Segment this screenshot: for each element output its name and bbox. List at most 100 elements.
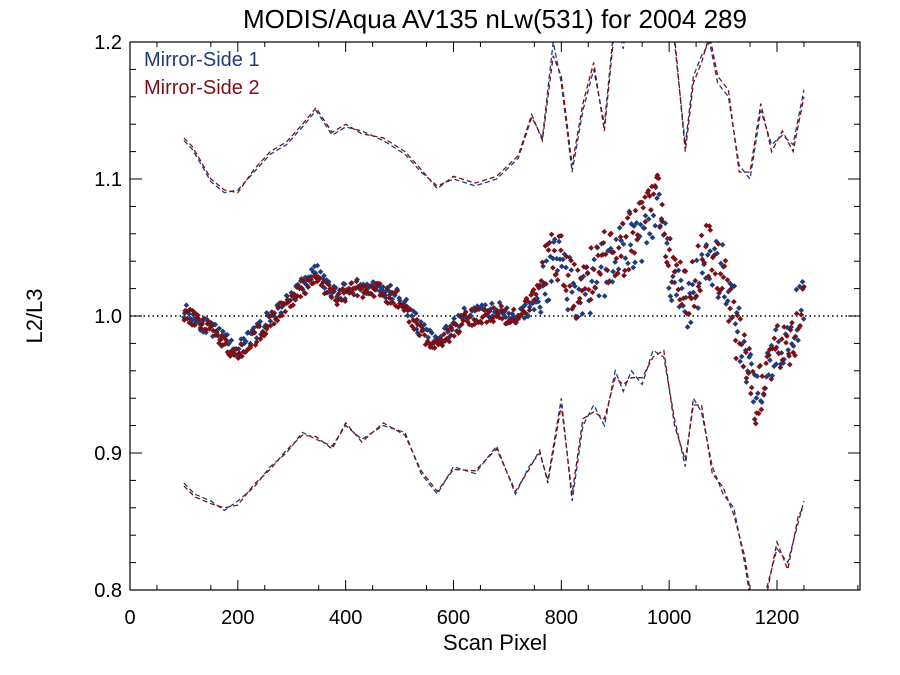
series-2-point: [697, 287, 704, 294]
series-2-point: [342, 298, 349, 305]
series-2-point: [728, 286, 734, 292]
series-2-point: [630, 229, 636, 236]
series-2-point: [743, 349, 749, 356]
series-1-point: [572, 283, 578, 290]
series-2-point: [597, 271, 604, 278]
series-2-point: [613, 255, 620, 262]
series-2-point: [546, 239, 553, 246]
series-2-point: [215, 332, 221, 339]
series-2-point: [750, 368, 756, 375]
series-2-point: [587, 296, 594, 303]
series-1-point: [482, 302, 489, 308]
series-2-point: [348, 280, 354, 287]
series-2-point: [680, 295, 687, 302]
series-1-point: [548, 278, 555, 285]
series-1-point: [638, 258, 645, 265]
series-2-point: [793, 310, 800, 317]
series-1-point: [711, 245, 718, 252]
series-2-point: [584, 269, 591, 276]
series-2-point: [502, 307, 509, 313]
series-2-point: [411, 326, 418, 333]
series-2-point: [727, 305, 733, 312]
series-2-point: [763, 360, 769, 367]
series-2-point: [490, 318, 497, 325]
series-2-point: [578, 276, 584, 282]
series-1-point: [228, 337, 235, 344]
series-2-point: [725, 318, 732, 325]
series-2-point: [776, 350, 782, 357]
series-2-point: [491, 305, 497, 311]
x-axis: 0 200 400 600 800 1000 1200: [124, 42, 859, 629]
series-1-point: [408, 313, 415, 319]
series-2-point: [715, 241, 722, 247]
series-1-point: [582, 291, 589, 298]
series-1-point: [731, 283, 738, 289]
series-1-point: [765, 372, 772, 378]
series-2-point: [709, 267, 715, 273]
series-1-point: [707, 248, 713, 254]
series-2-point: [759, 373, 766, 380]
series-2-point: [414, 316, 420, 323]
series-2-point: [462, 309, 469, 315]
series-2-point: [231, 352, 237, 358]
series-1-point: [673, 292, 680, 298]
series-2-point: [521, 309, 528, 316]
series-1-point: [242, 338, 249, 345]
series-2-point: [253, 339, 260, 345]
series-2-point: [448, 325, 455, 331]
series-1-point: [616, 224, 623, 231]
series-2-point: [755, 410, 762, 417]
series-2-point: [262, 330, 269, 337]
series-2-point: [418, 323, 424, 329]
series-1-point: [670, 273, 676, 280]
series-2-point: [371, 293, 377, 300]
series-2-point: [336, 290, 342, 297]
series-2-point: [631, 250, 638, 256]
series-2-point: [695, 283, 702, 290]
series-2-point: [652, 182, 658, 189]
series-2-point: [693, 293, 700, 299]
series-2-point: [593, 244, 600, 250]
series-1-point: [773, 361, 780, 367]
series-2-point: [446, 338, 453, 345]
series-2-point: [732, 337, 739, 344]
chart-title: MODIS/Aqua AV135 nLw(531) for 2004 289: [243, 4, 747, 34]
series-2-point: [233, 346, 240, 352]
series-2-point: [531, 296, 538, 303]
series-2-point: [792, 333, 799, 340]
series-2-point: [724, 277, 731, 283]
series-2-point: [585, 286, 592, 293]
series-2-point: [551, 247, 558, 254]
series-1-point: [610, 268, 616, 275]
series-2-point: [471, 316, 477, 323]
series-2-point: [610, 249, 617, 256]
series-2-point: [386, 295, 393, 301]
series-1-point: [687, 319, 694, 326]
y-axis-label: L2/L3: [22, 288, 47, 343]
series-1-point: [664, 240, 670, 247]
series-2-point: [213, 328, 220, 334]
series-2-point: [354, 292, 361, 299]
series-2-point: [316, 275, 323, 282]
series-1-point: [479, 302, 485, 308]
series-2-point: [608, 230, 614, 237]
series-2-point: [331, 288, 337, 295]
series-2-point: [766, 352, 772, 358]
series-1-point: [631, 223, 637, 229]
series-2-point: [672, 256, 678, 263]
series-1-point: [785, 347, 792, 353]
series-1-point: [798, 307, 805, 314]
series-1-point: [226, 340, 232, 347]
series-2-point: [634, 236, 640, 243]
series-1-point: [341, 281, 348, 287]
series-2-point: [271, 320, 277, 327]
series-1-point: [598, 264, 604, 270]
series-2-point: [419, 327, 426, 334]
series-1-point: [724, 298, 731, 304]
series-1-point: [505, 310, 512, 317]
series-1-point: [587, 310, 594, 317]
series-2-point: [738, 341, 745, 348]
series-2-point: [217, 337, 224, 343]
series-2-point: [627, 210, 633, 217]
series-1-point: [734, 328, 741, 335]
